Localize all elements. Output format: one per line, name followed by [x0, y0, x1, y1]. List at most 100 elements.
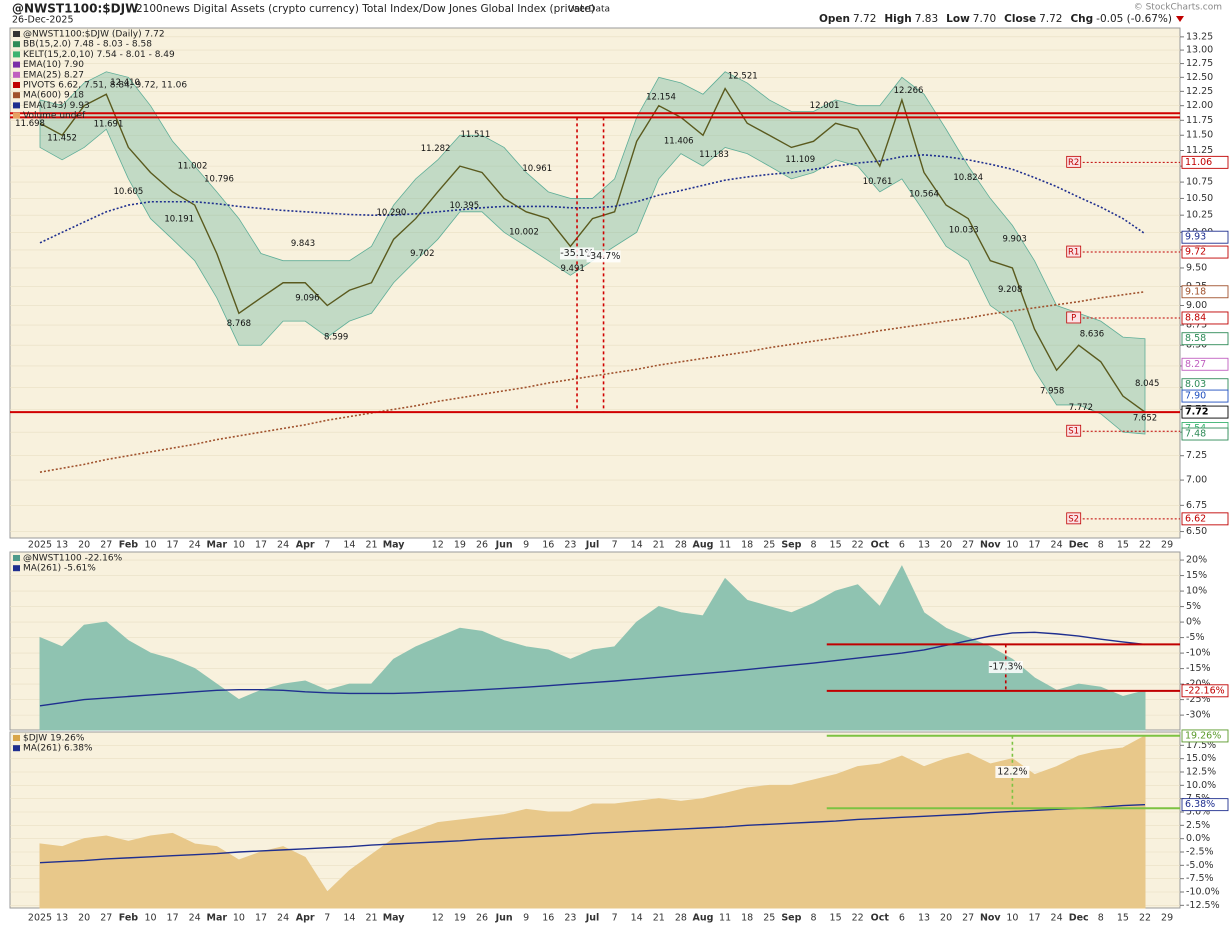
- x-tick-label: 12: [432, 540, 444, 551]
- price-label: 10.796: [204, 175, 234, 185]
- price-label: 11.691: [94, 119, 124, 129]
- y-tick-label: -20%: [1186, 679, 1211, 690]
- x-tick-label: 19: [454, 540, 466, 551]
- x-tick-label: 20: [940, 540, 952, 551]
- y-tick-label: 6.50: [1186, 526, 1207, 537]
- x-tick-label: 20: [940, 913, 952, 924]
- price-label: 12.266: [894, 86, 924, 96]
- area: [39, 735, 1146, 909]
- y-tick-label: 7.00: [1186, 475, 1207, 486]
- y-tick-label: -2.5%: [1186, 847, 1214, 858]
- value-marker-box: [1181, 389, 1229, 403]
- x-tick-label: 24: [277, 540, 289, 551]
- value-marker-label: 11.06: [1185, 157, 1212, 168]
- x-tick-label: 28: [675, 913, 687, 924]
- y-tick-label: 0%: [1186, 617, 1201, 628]
- value-marker-box: [1181, 311, 1229, 325]
- x-tick-label: Nov: [980, 540, 1001, 551]
- value-marker-label: 8.27: [1185, 359, 1206, 370]
- pivot-name: R1: [1068, 248, 1079, 258]
- x-tick-label: 13: [56, 540, 68, 551]
- legend-label: KELT(15,2.0,10) 7.54 - 8.01 - 8.49: [23, 50, 175, 60]
- copyright: © StockCharts.com: [1134, 3, 1222, 13]
- x-tick-label: Apr: [296, 540, 315, 551]
- legend-swatch: [13, 112, 20, 119]
- y-tick-label: 10.75: [1186, 177, 1213, 188]
- price-label: 9.491: [560, 264, 584, 274]
- y-tick-label: 7.25: [1186, 450, 1207, 461]
- price-label: 11.511: [460, 130, 490, 140]
- measure-label: -34.7%: [587, 251, 621, 262]
- y-tick-label: 12.25: [1186, 86, 1213, 97]
- legend-swatch: [13, 745, 20, 752]
- price-label: 8.636: [1080, 330, 1104, 340]
- source: UserData: [568, 5, 610, 15]
- quote-value: 7.72: [853, 13, 876, 25]
- x-tick-label: 17: [1028, 913, 1040, 924]
- line: [39, 803, 1146, 864]
- y-tick-label: 6.75: [1186, 500, 1207, 511]
- price-label: 12.410: [110, 78, 140, 88]
- value-marker-label: 8.84: [1185, 312, 1206, 323]
- value-marker-label: 6.62: [1185, 513, 1206, 524]
- pivot-name: P: [1071, 313, 1076, 323]
- line: [39, 631, 1146, 707]
- value-marker-box: [1181, 245, 1229, 259]
- x-tick-label: 6: [899, 540, 905, 551]
- x-tick-label: Sep: [781, 540, 801, 551]
- y-tick-label: 10%: [1186, 586, 1207, 597]
- x-tick-label: 8: [1098, 913, 1104, 924]
- x-tick-label: 10: [1006, 540, 1018, 551]
- y-tick-label: 15.0%: [1186, 753, 1216, 764]
- measure-label-bg: [988, 661, 1023, 674]
- price-label: 10.761: [863, 177, 893, 187]
- value-marker-box: [1181, 285, 1229, 299]
- y-tick-label: -15%: [1186, 663, 1211, 674]
- x-tick-label: 22: [852, 913, 864, 924]
- y-tick-label: 10.50: [1186, 193, 1213, 204]
- quote-label: High: [884, 13, 911, 25]
- x-tick-label: 11: [719, 913, 731, 924]
- x-tick-label: 2025: [28, 540, 52, 551]
- x-tick-label: 26: [476, 540, 488, 551]
- price-label: 7.772: [1069, 403, 1093, 413]
- y-tick-label: 13.00: [1186, 45, 1213, 56]
- x-tick-label: 29: [1161, 913, 1173, 924]
- legend-label: MA(600) 9.18: [23, 91, 84, 101]
- x-tick-label: 27: [100, 540, 112, 551]
- y-tick-label: -10%: [1186, 648, 1211, 659]
- x-tick-label: 27: [962, 540, 974, 551]
- legend-swatch: [13, 102, 20, 109]
- measure-label: -35.1%: [560, 248, 594, 259]
- legend-swatch: [13, 71, 20, 78]
- x-tick-label: 14: [631, 913, 643, 924]
- legend-label: Volume undef: [23, 111, 86, 121]
- x-tick-label: Dec: [1069, 540, 1089, 551]
- legend-swatch: [13, 41, 20, 48]
- x-tick-label: 29: [1161, 540, 1173, 551]
- price-label: 12.001: [810, 101, 840, 111]
- line: [39, 87, 1146, 413]
- price-label: 8.599: [324, 333, 348, 343]
- price-label: 9.208: [998, 285, 1022, 295]
- price-label: 12.521: [728, 72, 758, 82]
- change-arrow: [1176, 16, 1184, 22]
- x-tick-label: 28: [675, 540, 687, 551]
- x-tick-label: 21: [653, 540, 665, 551]
- quote-label: Chg: [1070, 13, 1093, 25]
- y-tick-label: 11.75: [1186, 115, 1213, 126]
- price-label: 8.045: [1135, 379, 1159, 389]
- quote-value: 7.72: [1039, 13, 1062, 25]
- value-marker-box: [1181, 405, 1229, 419]
- pivot-tag: [1066, 512, 1082, 525]
- x-tick-label: Apr: [296, 913, 315, 924]
- x-tick-label: Jul: [585, 540, 600, 551]
- y-tick-label: 12.75: [1186, 58, 1213, 69]
- quote-label: Low: [946, 13, 970, 25]
- x-tick-label: 12: [432, 913, 444, 924]
- measure-label-bg: [586, 250, 621, 263]
- y-tick-label: 10.25: [1186, 210, 1213, 221]
- x-tick-label: Feb: [119, 540, 139, 551]
- x-tick-label: 7: [324, 540, 330, 551]
- legend-label: MA(261) -5.61%: [23, 564, 96, 574]
